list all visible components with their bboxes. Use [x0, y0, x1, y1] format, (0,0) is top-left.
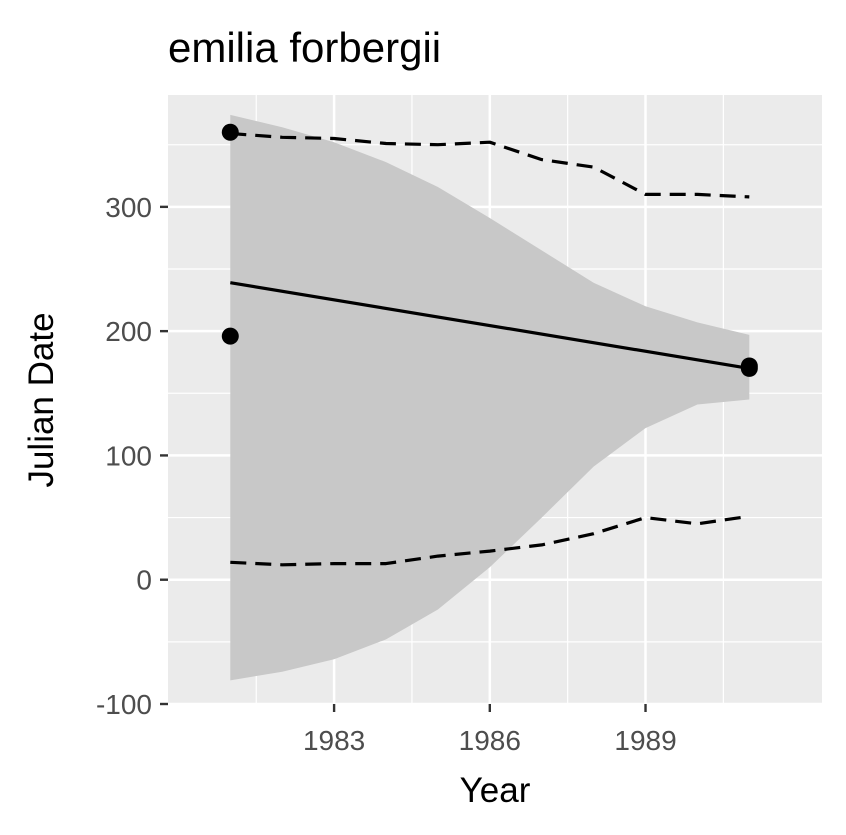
data-points-layer: [221, 123, 758, 377]
y-tick-label: -100: [96, 689, 152, 720]
chart-title: emilia forbergii: [168, 24, 441, 71]
x-tick-label: 1989: [614, 725, 676, 756]
x-tick-label: 1983: [303, 725, 365, 756]
y-tick-label: 100: [105, 440, 152, 471]
series-lines-layer: [230, 131, 750, 567]
confidence-band: [230, 114, 750, 681]
trend-line: [230, 281, 750, 370]
confidence-band-layer: [230, 114, 750, 681]
y-tick-label: 0: [136, 565, 152, 596]
dashed-quantile-line-2: [230, 514, 750, 567]
x-axis: 1983 1986 1989: [303, 704, 677, 756]
y-axis-title: Julian Date: [22, 312, 61, 487]
x-axis-title: Year: [460, 771, 531, 810]
data-point: [221, 123, 239, 141]
y-tick-label: 300: [105, 192, 152, 223]
y-tick-label: 200: [105, 316, 152, 347]
y-axis: -100 0 100 200 300: [96, 192, 168, 720]
x-tick-label: 1986: [459, 725, 521, 756]
dashed-quantile-line-1: [230, 131, 750, 199]
data-point: [221, 327, 239, 345]
data-point: [740, 359, 758, 377]
